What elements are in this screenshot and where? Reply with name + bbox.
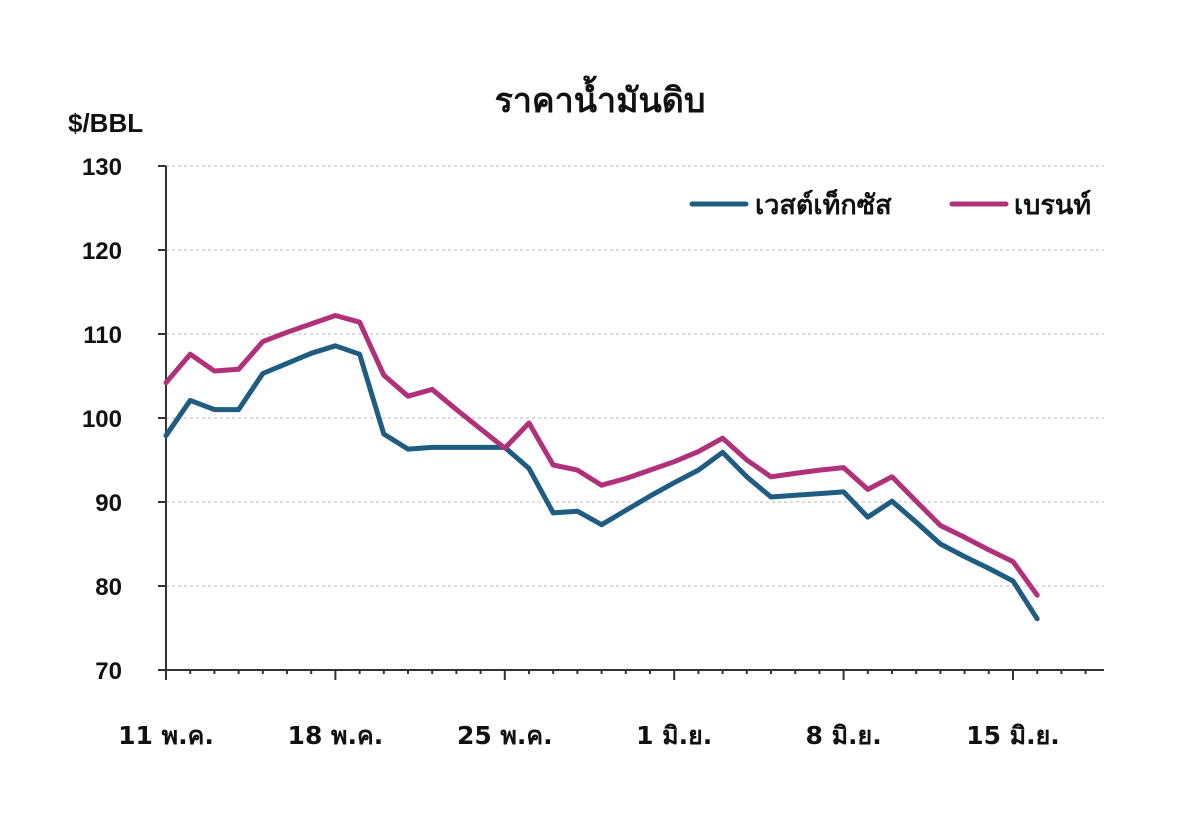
x-tick-label: 25 พ.ค. — [457, 721, 553, 750]
y-tick-labels: 70 80 90 100 110 120 130 — [82, 154, 166, 685]
y-tick-label: 130 — [82, 154, 122, 181]
legend: เวสต์เท็กซัส เบรนท์ — [689, 187, 1091, 221]
y-tick-label: 70 — [95, 658, 122, 685]
x-tick-label: 18 พ.ค. — [288, 721, 384, 750]
series-lines — [163, 313, 1040, 622]
y-tick-label: 120 — [82, 238, 122, 265]
gridlines — [166, 165, 1104, 587]
x-tick-label: 1 มิ.ย. — [636, 721, 712, 750]
x-tick-label: 8 มิ.ย. — [805, 721, 881, 750]
legend-label-wti: เวสต์เท็กซัส — [755, 187, 892, 221]
x-tick-labels: 11 พ.ค. 18 พ.ค. 25 พ.ค. 1 มิ.ย. 8 มิ.ย. 15 มิ… — [118, 670, 1087, 750]
series-line-wti — [163, 343, 1040, 622]
y-tick-label: 100 — [82, 406, 122, 433]
x-tick-label: 15 มิ.ย. — [966, 721, 1060, 750]
y-tick-label: 80 — [95, 574, 122, 601]
series-line-brent — [163, 313, 1040, 598]
chart-title: ราคาน้ำมันดิบ — [495, 75, 706, 121]
y-tick-label: 110 — [83, 322, 122, 349]
legend-label-brent: เบรนท์ — [1014, 189, 1091, 221]
y-axis-unit-label: $/BBL — [68, 108, 143, 138]
x-tick-label: 11 พ.ค. — [118, 721, 214, 750]
y-tick-label: 90 — [95, 490, 122, 517]
